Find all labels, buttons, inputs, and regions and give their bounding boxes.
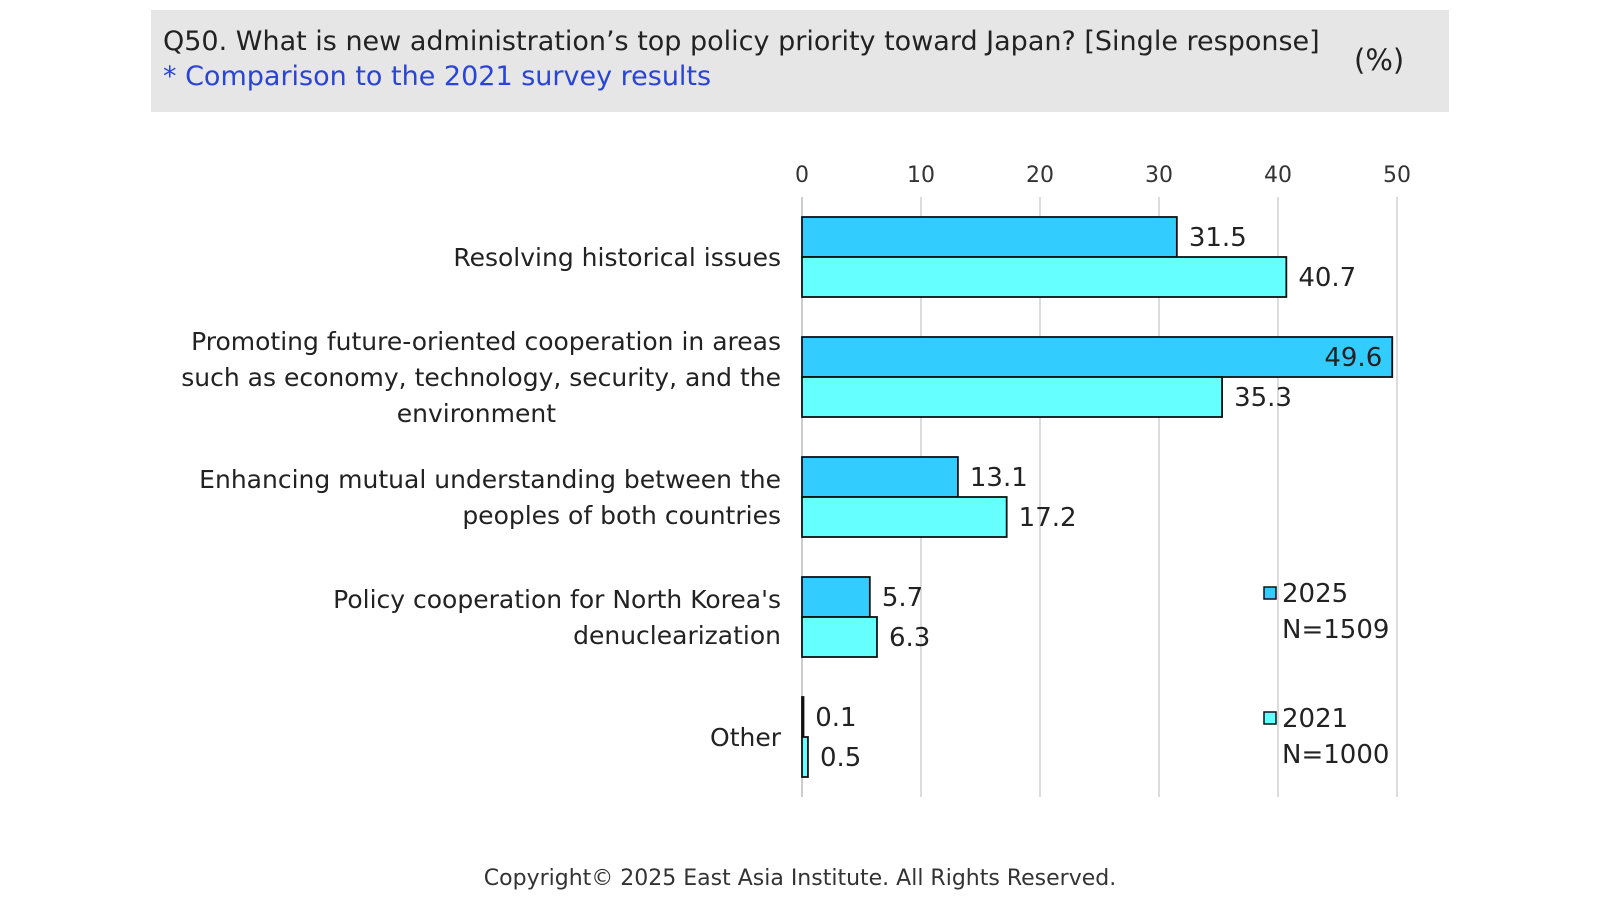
category-label-line: peoples of both countries	[462, 501, 781, 530]
chart-header: Q50. What is new administration’s top po…	[151, 10, 1449, 112]
bar-2025	[801, 696, 805, 738]
x-tick-label: 20	[1026, 163, 1054, 188]
x-tick-label: 10	[907, 163, 935, 188]
copyright-footer: Copyright© 2025 East Asia Institute. All…	[483, 866, 1117, 891]
data-label: 6.3	[889, 623, 930, 653]
legend-sample-size: N=1000	[1282, 740, 1389, 770]
category-label: Enhancing mutual understanding between t…	[199, 465, 781, 530]
category-label-line: Enhancing mutual understanding between t…	[199, 465, 781, 494]
bar-2025	[801, 456, 959, 498]
x-tick-label: 0	[795, 163, 809, 188]
category-label-line: such as economy, technology, security, a…	[181, 363, 781, 392]
bar-2021	[801, 256, 1288, 298]
data-label: 35.3	[1234, 383, 1292, 413]
data-label: 49.6	[1324, 343, 1382, 373]
bar-2021	[801, 616, 878, 658]
data-label: 5.7	[882, 583, 923, 613]
data-label: 31.5	[1189, 223, 1247, 253]
category-label: Resolving historical issues	[453, 243, 781, 272]
category-label: Policy cooperation for North Korea's denu…	[333, 585, 781, 650]
category-label-line: Other	[710, 723, 782, 752]
data-label: 13.1	[970, 463, 1028, 493]
bar-2025	[801, 216, 1178, 258]
data-label: 0.1	[815, 703, 856, 733]
unit-label: (%)	[1354, 43, 1405, 77]
legend-sample-size: N=1509	[1282, 615, 1389, 645]
category-label-line: Policy cooperation for North Korea's	[333, 585, 781, 614]
category-label-line: environment	[397, 399, 556, 428]
x-tick-label: 30	[1145, 163, 1173, 188]
category-label-line: denuclearization	[573, 621, 781, 650]
legend-series-name: 2021	[1282, 704, 1348, 734]
bar-2025	[801, 576, 871, 618]
data-label: 0.5	[820, 743, 861, 773]
category-label-line: Resolving historical issues	[453, 243, 781, 272]
bar-2021	[801, 376, 1223, 418]
x-tick-label: 50	[1383, 163, 1411, 188]
legend-swatch-2021	[1263, 711, 1277, 725]
legend-series-name: 2025	[1282, 579, 1348, 609]
bar-2021	[801, 736, 809, 778]
legend-swatch-2025	[1263, 586, 1277, 600]
data-label: 17.2	[1019, 503, 1077, 533]
category-label: Other	[710, 723, 782, 752]
chart-title: Q50. What is new administration’s top po…	[163, 26, 1320, 57]
data-label: 40.7	[1298, 263, 1356, 293]
chart-subtitle: * Comparison to the 2021 survey results	[163, 61, 712, 92]
category-label: Promoting future-oriented cooperation in…	[181, 327, 781, 428]
x-tick-label: 40	[1264, 163, 1292, 188]
category-label-line: Promoting future-oriented cooperation in…	[191, 327, 781, 356]
bar-2025	[801, 336, 1394, 378]
bar-2021	[801, 496, 1008, 538]
